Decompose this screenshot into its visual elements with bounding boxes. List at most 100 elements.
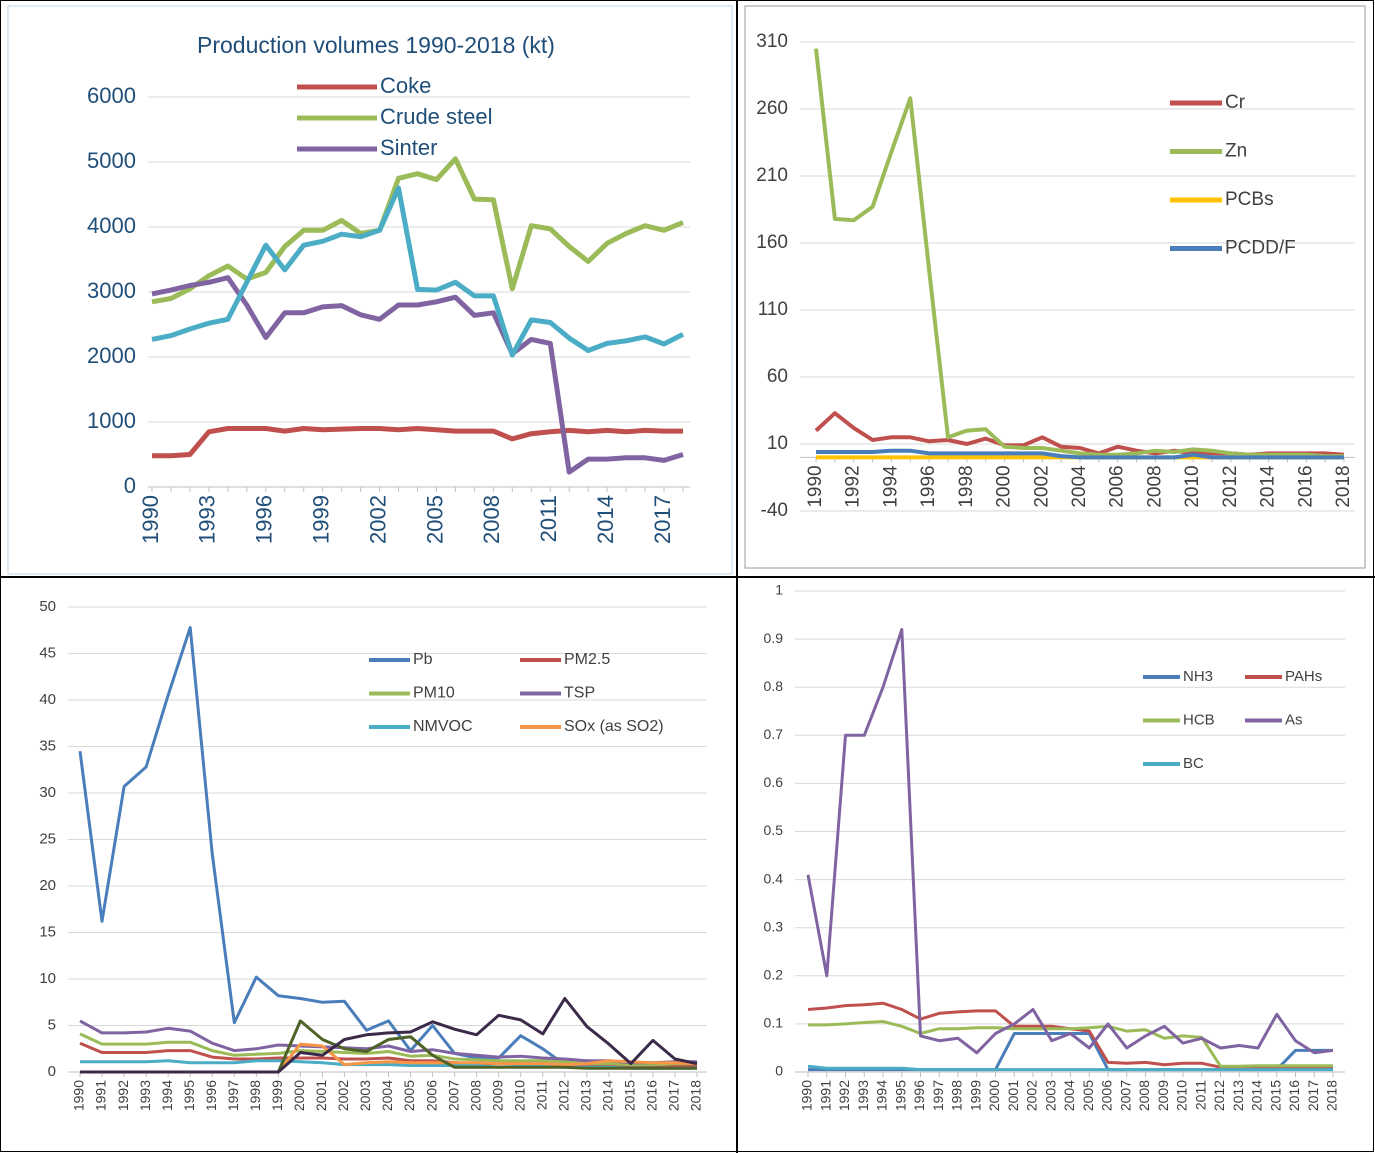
y-tick-label: 60 xyxy=(767,366,788,387)
x-tick-label: 1994 xyxy=(880,465,901,508)
y-tick-label: 10 xyxy=(767,433,788,454)
x-tick-label: 1994 xyxy=(874,1080,890,1111)
x-tick-label: 1990 xyxy=(799,1080,815,1111)
x-tick-label: 2011 xyxy=(1192,1080,1208,1110)
x-tick-label: 2012 xyxy=(1220,465,1241,507)
x-tick-label: 2001 xyxy=(1005,1080,1021,1111)
y-tick-label: 3000 xyxy=(87,278,136,303)
x-tick-label: 2014 xyxy=(600,1080,616,1111)
legend-label: PM10 xyxy=(413,685,455,702)
legend-label: PCDD/F xyxy=(1225,238,1296,259)
legend-label: PCBs xyxy=(1225,189,1274,210)
x-tick-label: 2006 xyxy=(1107,465,1128,507)
panel-border xyxy=(7,5,733,575)
y-tick-label: 0 xyxy=(124,473,136,498)
x-tick-label: 1991 xyxy=(93,1080,109,1111)
x-tick-label: 2018 xyxy=(1324,1080,1340,1111)
y-tick-label: 1 xyxy=(775,582,783,598)
x-tick-label: 2012 xyxy=(555,1080,571,1111)
x-tick-label: 1992 xyxy=(843,465,864,507)
y-tick-label: 40 xyxy=(39,691,56,708)
y-tick-label: 0 xyxy=(48,1063,56,1080)
y-tick-label: 50 xyxy=(39,598,56,615)
y-tick-label: 6000 xyxy=(87,83,136,108)
x-tick-label: 2009 xyxy=(1155,1080,1171,1111)
x-tick-label: 1999 xyxy=(269,1080,285,1111)
y-tick-label: 0.9 xyxy=(764,630,784,646)
y-tick-label: 0.6 xyxy=(764,774,784,790)
x-tick-label: 2010 xyxy=(511,1080,527,1111)
panel-border xyxy=(744,5,1366,569)
x-tick-label: 2009 xyxy=(489,1080,505,1111)
x-tick-label: 1996 xyxy=(918,465,939,507)
series-line xyxy=(152,426,683,459)
x-tick-label: 1997 xyxy=(930,1080,946,1111)
y-tick-label: 0.5 xyxy=(764,822,784,838)
x-tick-label: 1992 xyxy=(115,1080,131,1111)
x-tick-label: 1993 xyxy=(137,1080,153,1111)
y-tick-label: 0.4 xyxy=(764,870,784,886)
y-tick-label: 0.8 xyxy=(764,678,784,694)
x-tick-label: 2004 xyxy=(379,1080,395,1111)
y-tick-label: 45 xyxy=(39,644,56,661)
series-line xyxy=(80,997,698,1074)
series-line xyxy=(808,1020,1333,1068)
x-tick-label: 2002 xyxy=(1031,465,1052,507)
x-tick-label: 1998 xyxy=(956,465,977,507)
x-tick-label: 2008 xyxy=(479,495,504,544)
x-tick-label: 2014 xyxy=(1249,1080,1265,1111)
series-line xyxy=(807,1064,1333,1072)
x-tick-label: 2014 xyxy=(1258,465,1279,508)
x-tick-label: 2006 xyxy=(423,1080,439,1111)
legend-label: Crude steel xyxy=(380,104,493,129)
legend-label: NMVOC xyxy=(413,718,473,735)
x-tick-label: 2000 xyxy=(291,1080,307,1111)
legend-label: Coke xyxy=(380,73,431,98)
x-tick-label: 1990 xyxy=(805,465,826,507)
x-tick-label: 2008 xyxy=(1144,465,1165,507)
y-tick-label: 0.3 xyxy=(764,918,784,934)
x-tick-label: 2006 xyxy=(1099,1080,1115,1111)
y-tick-label: 0.2 xyxy=(764,967,784,983)
x-tick-label: 2005 xyxy=(1080,1080,1096,1111)
x-tick-label: 2002 xyxy=(335,1080,351,1111)
legend-label: As xyxy=(1285,711,1303,728)
x-tick-label: 1992 xyxy=(836,1080,852,1111)
y-tick-label: 110 xyxy=(758,299,788,320)
y-tick-label: 30 xyxy=(39,784,56,801)
legend-label: BC xyxy=(1183,755,1204,772)
chart-title: Production volumes 1990-2018 (kt) xyxy=(197,32,555,58)
x-tick-label: 1994 xyxy=(159,1080,175,1111)
y-tick-label: 35 xyxy=(39,737,56,754)
y-tick-label: 5 xyxy=(48,1016,56,1033)
y-tick-label: 260 xyxy=(756,98,788,119)
x-tick-label: 1995 xyxy=(892,1080,908,1111)
x-tick-label: 2004 xyxy=(1061,1080,1077,1111)
x-tick-label: 2017 xyxy=(666,1080,682,1111)
x-tick-label: 2012 xyxy=(1211,1080,1227,1111)
y-tick-label: -40 xyxy=(761,500,788,521)
x-tick-label: 2011 xyxy=(536,495,561,542)
legend-label: PAHs xyxy=(1285,668,1322,685)
x-tick-label: 2010 xyxy=(1174,1080,1190,1111)
series-line xyxy=(79,1019,697,1065)
x-tick-label: 2016 xyxy=(1295,465,1316,507)
series-line xyxy=(151,185,685,358)
legend-label: Zn xyxy=(1225,141,1247,162)
legend-label: HCB xyxy=(1183,711,1215,728)
x-tick-label: 2002 xyxy=(1024,1080,1040,1111)
x-tick-label: 2008 xyxy=(467,1080,483,1111)
x-tick-label: 2018 xyxy=(688,1080,704,1111)
series-line xyxy=(814,411,1345,457)
x-tick-label: 1996 xyxy=(911,1080,927,1111)
series-line xyxy=(151,156,684,305)
x-tick-label: 1991 xyxy=(817,1080,833,1111)
x-tick-label: 2017 xyxy=(1305,1080,1321,1111)
x-tick-label: 2003 xyxy=(1042,1080,1058,1111)
x-tick-label: 2011 xyxy=(533,1080,549,1110)
y-tick-label: 4000 xyxy=(87,213,136,238)
x-tick-label: 2013 xyxy=(1230,1080,1246,1111)
x-tick-label: 2005 xyxy=(422,495,447,544)
x-tick-label: 2007 xyxy=(445,1080,461,1111)
x-tick-label: 1999 xyxy=(308,495,333,544)
